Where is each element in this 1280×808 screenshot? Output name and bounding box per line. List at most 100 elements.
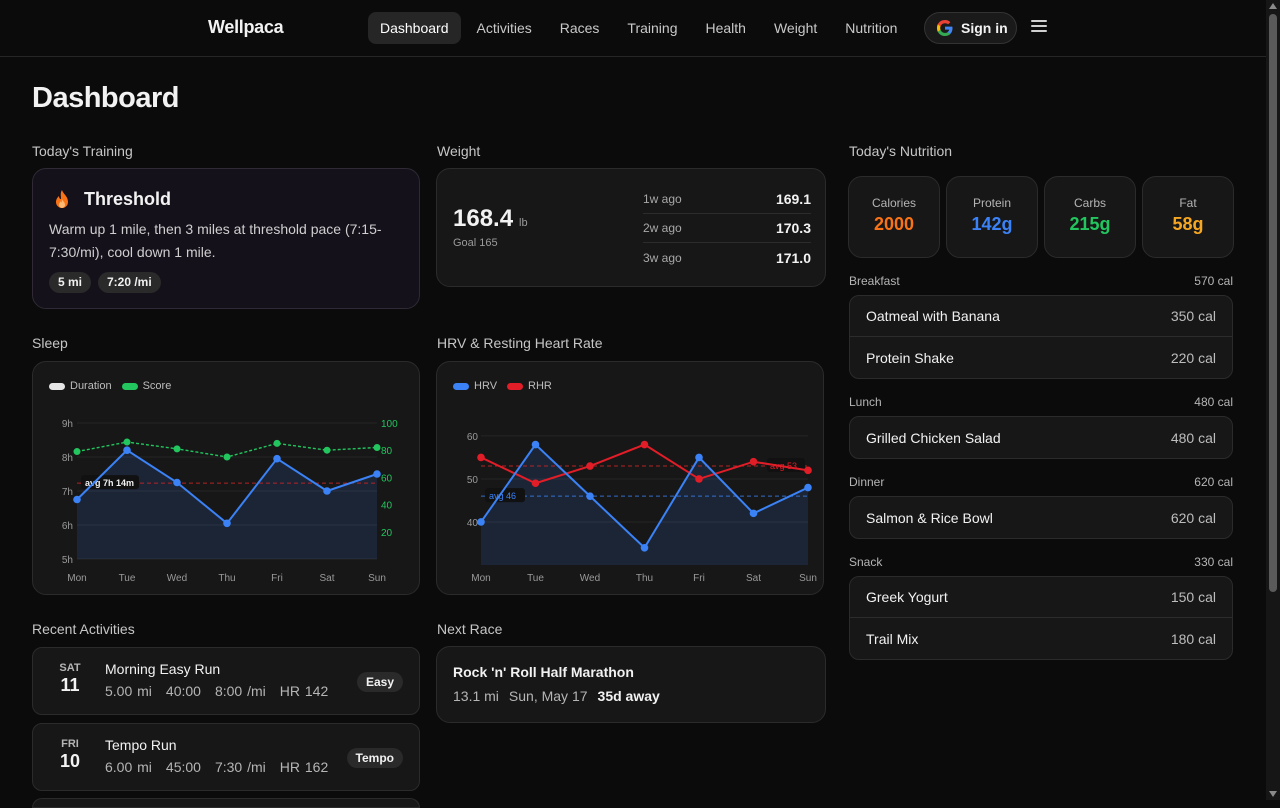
activity-distance: 6.00 mi xyxy=(105,759,152,775)
sign-in-button[interactable]: Sign in xyxy=(924,12,1017,44)
macro-label: Calories xyxy=(871,196,916,210)
activity-day: 10 xyxy=(59,751,81,771)
nav-weight[interactable]: Weight xyxy=(773,20,818,36)
nav-nutrition[interactable]: Nutrition xyxy=(845,20,898,36)
nav-activities[interactable]: Activities xyxy=(476,20,532,36)
weight-history: 1w ago 169.1 2w ago 170.3 3w ago 171.0 xyxy=(643,185,811,272)
hrv-point xyxy=(695,453,703,462)
activity-card[interactable]: FRI 10 Tempo Run 6.00 mi 45:00 7:30 /mi HR … xyxy=(32,723,420,791)
weight-history-row: 3w ago 171.0 xyxy=(643,243,811,272)
x-tick-label: Mon xyxy=(471,573,490,584)
training-card[interactable]: Threshold Warm up 1 mile, then 3 miles a… xyxy=(32,168,420,309)
brand-logo[interactable]: Wellpaca xyxy=(208,17,284,37)
legend-score[interactable]: Score xyxy=(121,380,172,392)
macro-label: Fat xyxy=(1179,196,1197,210)
meal-header-lunch: Lunch 480 cal xyxy=(849,395,1233,409)
food-item[interactable]: Greek Yogurt 150 cal xyxy=(850,577,1232,618)
legend-label: Score xyxy=(142,380,172,392)
x-tick-label: Tue xyxy=(119,573,136,584)
score-point xyxy=(73,448,81,456)
training-section-label: Today's Training xyxy=(32,143,133,159)
sleep-legend: Duration Score xyxy=(49,380,181,392)
meal-list-breakfast: Oatmeal with Banana 350 cal Protein Shake… xyxy=(849,295,1233,379)
y2-tick-label: 40 xyxy=(381,501,393,512)
activity-hr: HR 142 xyxy=(279,683,329,699)
legend-rhr[interactable]: RHR xyxy=(507,380,552,392)
score-point xyxy=(123,438,131,446)
flame-icon xyxy=(56,190,68,208)
scrollbar[interactable] xyxy=(1266,0,1280,800)
legend-duration[interactable]: Duration xyxy=(49,380,112,392)
rhr-point xyxy=(695,475,703,483)
food-name: Greek Yogurt xyxy=(866,589,948,605)
macro-carbs[interactable]: Carbs 215g xyxy=(1044,176,1136,258)
food-item[interactable]: Grilled Chicken Salad 480 cal xyxy=(850,417,1232,458)
macro-fat[interactable]: Fat 58g xyxy=(1142,176,1234,258)
activity-card[interactable]: SAT 11 Morning Easy Run 5.00 mi 40:00 8:00… xyxy=(32,647,420,715)
hrv-point xyxy=(531,440,540,449)
duration-point xyxy=(273,454,281,463)
activity-distance: 5.00 mi xyxy=(105,683,152,699)
legend-label: RHR xyxy=(528,380,552,392)
rhr-point xyxy=(531,479,540,488)
y-tick-label: 9h xyxy=(62,419,73,430)
rhr-point xyxy=(640,440,649,449)
macro-value: 2000 xyxy=(873,214,915,234)
next-race-card[interactable]: Rock 'n' Roll Half Marathon 13.1 mi Sun, … xyxy=(436,646,826,723)
activity-type-badge: Tempo xyxy=(346,748,403,768)
nav-races[interactable]: Races xyxy=(559,20,600,36)
food-calories: 180 cal xyxy=(1170,630,1216,647)
workout-title: Threshold xyxy=(84,189,172,209)
nutrition-section-label: Today's Nutrition xyxy=(849,143,953,159)
meal-name: Dinner xyxy=(849,475,885,489)
duration-point xyxy=(223,519,231,528)
macro-value: 215g xyxy=(1069,214,1111,234)
x-tick-label: Sun xyxy=(368,573,386,584)
hamburger-menu-icon[interactable] xyxy=(1031,20,1047,34)
race-name: Rock 'n' Roll Half Marathon xyxy=(453,664,634,680)
nav-training[interactable]: Training xyxy=(627,20,678,36)
history-value: 169.1 xyxy=(775,191,811,207)
activity-time: 45:00 xyxy=(165,759,201,775)
meal-total: 620 cal xyxy=(1194,475,1233,489)
x-tick-label: Thu xyxy=(636,573,653,584)
rhr-point xyxy=(749,457,758,466)
weight-history-row: 1w ago 169.1 xyxy=(643,185,811,214)
scroll-up-arrow-icon[interactable] xyxy=(1269,3,1277,9)
y-tick-label: 40 xyxy=(467,518,479,529)
scrollbar-thumb[interactable] xyxy=(1269,14,1277,592)
y-tick-label: 50 xyxy=(467,475,479,486)
history-value: 171.0 xyxy=(775,249,811,266)
food-item[interactable]: Protein Shake 220 cal xyxy=(850,337,1232,378)
race-meta: 13.1 mi Sun, May 17 35d away xyxy=(453,688,670,704)
macro-label: Protein xyxy=(972,196,1012,210)
food-name: Oatmeal with Banana xyxy=(866,308,1000,324)
hrv-point xyxy=(640,543,649,552)
food-item[interactable]: Salmon & Rice Bowl 620 cal xyxy=(850,497,1232,538)
hrv-point xyxy=(586,492,594,500)
food-calories: 220 cal xyxy=(1170,349,1216,366)
duration-point xyxy=(373,470,381,478)
meal-name: Snack xyxy=(849,555,883,569)
food-calories: 480 cal xyxy=(1170,429,1216,446)
score-point xyxy=(223,453,231,461)
x-tick-label: Fri xyxy=(271,573,283,584)
nav-health[interactable]: Health xyxy=(705,20,746,36)
duration-point xyxy=(323,487,331,495)
activity-weekday: SAT xyxy=(59,662,81,674)
hrv-point xyxy=(477,518,485,526)
weight-history-row: 2w ago 170.3 xyxy=(643,214,811,243)
food-item[interactable]: Oatmeal with Banana 350 cal xyxy=(850,296,1232,337)
macro-protein[interactable]: Protein 142g xyxy=(946,176,1038,258)
meal-name: Lunch xyxy=(849,395,882,409)
legend-hrv[interactable]: HRV xyxy=(453,380,497,392)
macro-calories[interactable]: Calories 2000 xyxy=(848,176,940,258)
nav-dashboard[interactable]: Dashboard xyxy=(368,12,461,44)
avg-label: avg 7h 14m xyxy=(85,478,134,488)
activities-section-label: Recent Activities xyxy=(32,621,135,637)
weight-card[interactable]: 168.4 lb Goal 165 1w ago 169.1 2w ago 170.… xyxy=(436,168,826,287)
food-item[interactable]: Trail Mix 180 cal xyxy=(850,618,1232,659)
scroll-down-arrow-icon[interactable] xyxy=(1269,791,1277,797)
duration-area xyxy=(77,450,377,559)
food-calories: 150 cal xyxy=(1170,589,1216,605)
